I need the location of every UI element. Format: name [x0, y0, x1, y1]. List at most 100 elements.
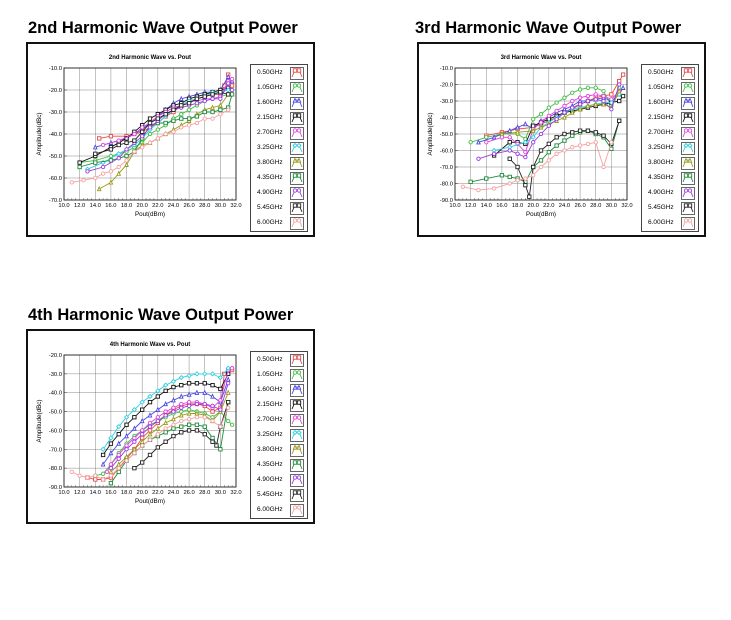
data-point — [108, 465, 114, 471]
data-point — [229, 87, 235, 93]
data-point — [507, 181, 512, 186]
legend-label: 4.90GHz — [648, 189, 674, 196]
data-point — [531, 140, 536, 145]
data-point — [523, 176, 528, 181]
series-line — [509, 120, 620, 197]
legend-swatch-marker — [296, 158, 302, 163]
x-tick-label: 24.0 — [168, 203, 179, 209]
legend-entry: 4.90GHz — [251, 187, 307, 202]
series-6.00GHz — [69, 405, 231, 482]
data-point — [186, 116, 192, 121]
legend-swatch-marker — [683, 218, 689, 223]
data-point — [577, 128, 583, 133]
legend-entry: 1.60GHz — [642, 97, 698, 112]
x-tick-label: 28.0 — [590, 203, 601, 209]
legend-entry: 5.45GHz — [251, 202, 307, 217]
y-tick-label: -50.0 — [49, 410, 62, 416]
series-1.60GHz — [100, 376, 231, 467]
data-point — [100, 142, 106, 148]
legend-swatch-marker — [296, 475, 302, 480]
y-axis-label: Amplitude(dBc) — [36, 399, 43, 442]
plot-frame — [63, 67, 237, 201]
legend-label: 0.50GHz — [257, 69, 283, 76]
legend-swatch-marker — [296, 430, 302, 436]
x-tick-label: 22.0 — [152, 203, 163, 209]
x-tick-label: 16.0 — [105, 203, 116, 209]
series-6.00GHz — [460, 140, 614, 193]
data-point — [108, 462, 114, 467]
data-point — [124, 147, 129, 152]
legend-label: 1.05GHz — [648, 84, 674, 91]
data-point — [577, 102, 583, 107]
data-point — [116, 440, 122, 446]
data-point — [147, 412, 153, 418]
legend-swatch-marker — [687, 113, 693, 118]
data-point — [218, 107, 223, 112]
legend-swatch-marker — [296, 355, 302, 360]
data-point — [194, 114, 200, 119]
data-point — [593, 97, 598, 102]
data-point — [100, 171, 106, 176]
y-tick-label: -70.0 — [440, 165, 453, 171]
data-point — [527, 194, 532, 199]
data-point — [186, 410, 192, 416]
data-point — [620, 72, 626, 77]
data-point — [562, 114, 567, 120]
data-point — [77, 164, 82, 170]
data-point — [108, 179, 114, 185]
x-tick-label: 20.0 — [137, 490, 148, 496]
data-point — [217, 374, 224, 381]
data-point — [554, 117, 559, 122]
data-point — [194, 101, 200, 106]
legend-label: 2.70GHz — [257, 129, 283, 136]
data-point — [77, 473, 82, 478]
data-point — [171, 416, 176, 422]
legend-swatch-icon — [290, 444, 304, 457]
data-point — [601, 101, 606, 107]
legend-entry: 4.35GHz — [642, 172, 698, 187]
legend-entry: 3.80GHz — [251, 444, 307, 459]
legend-entry: 6.00GHz — [642, 217, 698, 232]
data-point — [202, 116, 207, 121]
legend-swatch-marker — [296, 445, 302, 450]
data-point — [225, 365, 231, 371]
data-point — [163, 388, 168, 393]
data-point — [116, 465, 121, 471]
data-point — [124, 153, 129, 159]
legend-swatch-icon — [681, 82, 695, 95]
data-point — [140, 129, 145, 134]
x-tick-label: 20.0 — [528, 203, 539, 209]
legend-entry: 1.05GHz — [251, 369, 307, 384]
legend-swatch-icon — [290, 217, 304, 230]
data-point — [593, 85, 598, 90]
legend-swatch-marker — [296, 113, 302, 118]
data-point — [202, 94, 207, 99]
data-point — [132, 439, 137, 444]
data-point — [108, 449, 114, 456]
data-point — [132, 138, 137, 143]
x-tick-label: 18.0 — [512, 203, 523, 209]
y-tick-label: -90.0 — [49, 485, 62, 491]
chart-title: 2nd Harmonic Wave vs. Pout — [109, 55, 191, 61]
legend-swatch-marker — [296, 490, 302, 495]
y-tick-label: -30.0 — [49, 372, 62, 378]
legend-label: 5.45GHz — [257, 204, 283, 211]
legend-swatch-marker — [687, 218, 693, 223]
legend-swatch-marker — [296, 415, 302, 420]
data-point — [116, 142, 121, 148]
legend-swatch-marker — [687, 83, 693, 88]
data-point — [132, 450, 137, 456]
data-point — [562, 95, 567, 100]
data-point — [140, 443, 145, 448]
data-point — [229, 92, 235, 97]
legend-entry: 3.25GHz — [251, 429, 307, 444]
data-point — [108, 435, 114, 441]
data-point — [562, 138, 567, 143]
legend-entry: 5.45GHz — [251, 489, 307, 504]
data-point — [163, 112, 168, 117]
data-point — [202, 381, 207, 386]
data-point — [210, 403, 215, 409]
series-line — [110, 392, 229, 473]
data-point — [546, 141, 551, 147]
data-point — [538, 131, 544, 137]
